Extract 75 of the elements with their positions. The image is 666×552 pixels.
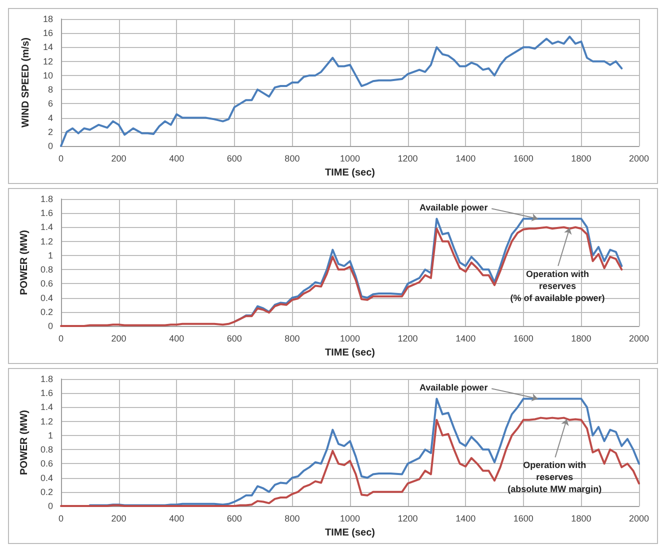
- x-tick-label: 1200: [398, 334, 418, 344]
- y-tick-label: 0: [48, 141, 53, 151]
- annotation: Operation with reserves (% of available power): [510, 268, 605, 303]
- x-tick-label: 400: [169, 154, 184, 164]
- y-tick-label: 0.4: [40, 292, 53, 303]
- x-tick-label: 200: [111, 514, 126, 524]
- x-tick-label: 1200: [398, 154, 418, 164]
- x-tick-label: 1600: [513, 334, 534, 344]
- y-tick-label: 0: [48, 321, 53, 331]
- y-tick-label: 0.8: [40, 444, 53, 455]
- x-tick-label: 1000: [340, 514, 360, 524]
- x-tick-label: 1600: [513, 514, 534, 524]
- x-tick-label: 600: [226, 334, 242, 344]
- x-tick-label: 0: [58, 154, 64, 164]
- y-tick-label: 16: [42, 28, 53, 38]
- y-axis-title: POWER (MW): [19, 230, 30, 295]
- x-tick-label: 1200: [398, 514, 418, 524]
- y-tick-label: 0.2: [40, 306, 53, 317]
- y-tick-label: 1.4: [40, 222, 53, 232]
- x-tick-label: 800: [284, 154, 300, 164]
- x-tick-label: 1800: [571, 514, 592, 524]
- x-tick-label: 2000: [628, 334, 650, 344]
- x-tick-label: 800: [284, 334, 300, 344]
- x-tick-label: 1000: [340, 334, 360, 344]
- y-tick-label: 1.6: [40, 208, 53, 218]
- y-tick-label: 1: [48, 250, 53, 260]
- x-tick-label: 1400: [456, 334, 476, 344]
- x-tick-label: 1400: [456, 514, 476, 524]
- y-tick-label: 4: [48, 112, 53, 123]
- x-tick-label: 2000: [628, 154, 650, 164]
- x-tick-label: 400: [169, 514, 184, 524]
- y-tick-label: 1.4: [40, 402, 53, 412]
- line-series: [60, 36, 623, 147]
- x-tick-label: 200: [111, 334, 126, 344]
- annotation: Operation with reserves (absolute MW margin): [508, 460, 602, 494]
- x-axis-title: TIME (sec): [324, 168, 376, 178]
- y-tick-label: 1: [48, 430, 53, 440]
- x-tick-label: 1800: [571, 154, 592, 164]
- y-tick-label: 0.4: [40, 472, 53, 483]
- y-tick-label: 0: [48, 501, 53, 511]
- x-tick-label: 2000: [628, 514, 650, 524]
- x-tick-label: 600: [226, 154, 242, 164]
- y-tick-label: 18: [42, 14, 53, 24]
- y-tick-label: 1.8: [40, 194, 53, 204]
- x-tick-label: 800: [284, 514, 300, 524]
- x-axis-title: TIME (sec): [324, 528, 376, 538]
- y-tick-label: 6: [48, 98, 53, 109]
- x-tick-label: 400: [169, 334, 184, 344]
- y-tick-label: 1.2: [40, 416, 53, 426]
- annotation: Available power: [420, 202, 488, 213]
- y-tick-label: 14: [42, 42, 53, 52]
- x-tick-label: 1000: [340, 154, 360, 164]
- x-tick-label: 600: [226, 514, 242, 524]
- y-axis-title: POWER (MW): [19, 410, 30, 475]
- y-tick-label: 12: [42, 56, 53, 66]
- x-tick-label: 0: [58, 514, 64, 524]
- y-tick-label: 1.6: [40, 388, 53, 398]
- x-tick-label: 1800: [571, 334, 592, 344]
- x-tick-label: 200: [111, 154, 126, 164]
- y-tick-label: 1.8: [40, 374, 53, 384]
- y-tick-label: 0.6: [40, 278, 53, 289]
- y-tick-label: 0.6: [40, 458, 53, 469]
- y-tick-label: 2: [48, 126, 53, 137]
- x-tick-label: 0: [58, 334, 64, 344]
- y-tick-label: 0.2: [40, 486, 53, 497]
- y-tick-label: 10: [42, 70, 53, 80]
- y-tick-label: 0.8: [40, 264, 53, 275]
- x-axis-title: TIME (sec): [324, 348, 376, 358]
- y-tick-label: 8: [48, 84, 53, 95]
- line-series: [60, 226, 623, 327]
- y-tick-label: 1.2: [40, 236, 53, 246]
- x-tick-label: 1600: [513, 154, 534, 164]
- x-tick-label: 1400: [456, 154, 476, 164]
- annotation: Available power: [420, 382, 488, 393]
- y-axis-title: WIND SPEED (m/s): [20, 37, 32, 128]
